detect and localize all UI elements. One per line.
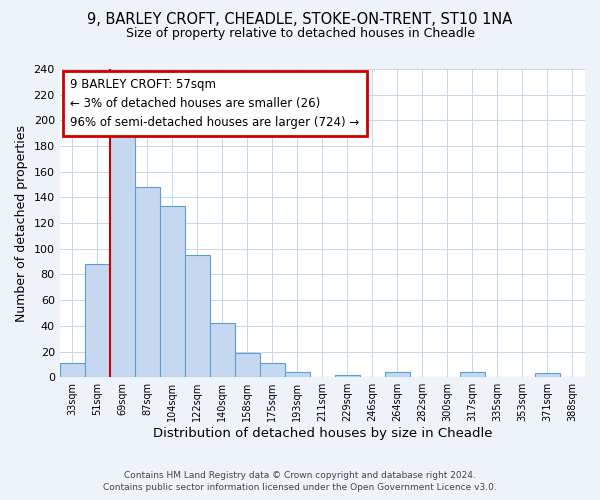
Bar — [460, 372, 485, 377]
Bar — [260, 363, 285, 377]
Bar — [110, 128, 135, 377]
Bar — [135, 187, 160, 377]
Bar — [59, 363, 85, 377]
Bar — [85, 264, 110, 377]
Bar — [385, 372, 410, 377]
Text: 9 BARLEY CROFT: 57sqm
← 3% of detached houses are smaller (26)
96% of semi-detac: 9 BARLEY CROFT: 57sqm ← 3% of detached h… — [70, 78, 359, 129]
Y-axis label: Number of detached properties: Number of detached properties — [15, 124, 28, 322]
Bar — [210, 324, 235, 377]
Text: 9, BARLEY CROFT, CHEADLE, STOKE-ON-TRENT, ST10 1NA: 9, BARLEY CROFT, CHEADLE, STOKE-ON-TRENT… — [88, 12, 512, 28]
Bar — [335, 374, 360, 377]
Bar — [185, 255, 210, 377]
Bar — [535, 374, 560, 377]
Bar — [235, 353, 260, 377]
Text: Size of property relative to detached houses in Cheadle: Size of property relative to detached ho… — [125, 28, 475, 40]
X-axis label: Distribution of detached houses by size in Cheadle: Distribution of detached houses by size … — [152, 427, 492, 440]
Text: Contains HM Land Registry data © Crown copyright and database right 2024.
Contai: Contains HM Land Registry data © Crown c… — [103, 471, 497, 492]
Bar — [285, 372, 310, 377]
Bar — [160, 206, 185, 377]
